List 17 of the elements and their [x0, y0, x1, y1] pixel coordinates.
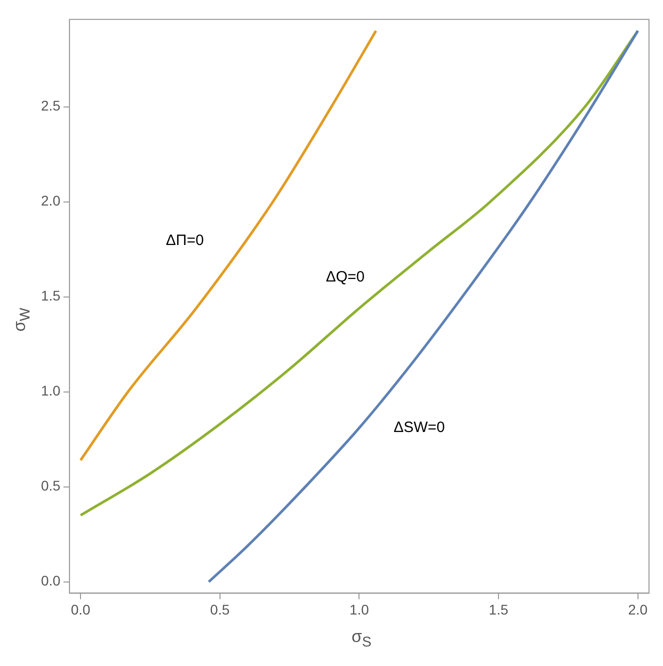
- x-axis-title: σ$_{S}$: [350, 626, 372, 650]
- y-tick-label: 2.5: [40, 98, 61, 114]
- x-tick-label: 2.0: [628, 601, 648, 618]
- series-label: ΔSW=0: [394, 419, 445, 436]
- series-label: ΔΠ=0: [166, 232, 204, 249]
- y-tick-label: 1.5: [40, 288, 61, 304]
- y-tick-label: 2.0: [40, 192, 61, 209]
- series-label: ΔQ=0: [326, 268, 365, 286]
- x-tick-label: 1.5: [488, 601, 508, 618]
- x-tick-label: 0.5: [210, 601, 230, 618]
- y-tick-label: 1.0: [40, 382, 61, 399]
- line-series: [207, 30, 640, 584]
- x-tick-label: 1.0: [349, 601, 370, 618]
- y-tick-label: 0.5: [40, 478, 61, 494]
- line-series: [79, 30, 378, 462]
- x-tick-label: 0.0: [70, 601, 91, 618]
- y-tick-label: 0.0: [40, 572, 61, 589]
